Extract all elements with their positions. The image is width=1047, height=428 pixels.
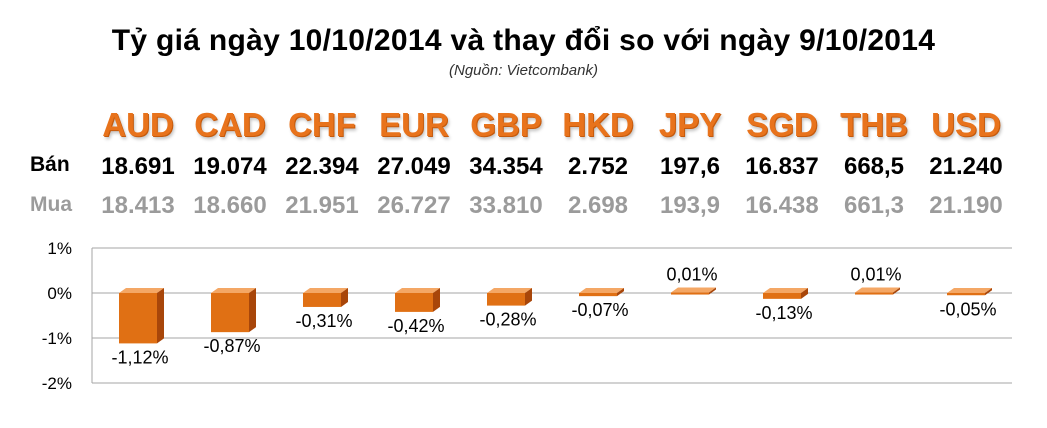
buy-rate-gbp: 33.810 bbox=[469, 192, 543, 219]
sell-rate-aud: 18.691 bbox=[101, 153, 175, 180]
sell-rate-hkd: 2.752 bbox=[567, 153, 629, 180]
data-label-jpy: 0,01% bbox=[666, 265, 717, 285]
data-label-chf: -0,31% bbox=[295, 311, 352, 331]
sell-row-label: Bán bbox=[30, 153, 70, 176]
sell-rate-gbp: 34.354 bbox=[469, 153, 543, 180]
bar-hkd bbox=[579, 293, 617, 297]
bar-top-chf bbox=[303, 288, 348, 293]
bar-chf bbox=[303, 293, 341, 307]
currency-code-gbp: GBP bbox=[470, 106, 542, 143]
currency-code-hkd: HKD bbox=[562, 106, 634, 143]
bar-top-aud bbox=[119, 288, 164, 293]
bar-side-eur bbox=[433, 288, 440, 312]
currency-code-cad: CAD bbox=[194, 106, 266, 143]
buy-rate-eur: 26.727 bbox=[377, 192, 451, 219]
bar-side-chf bbox=[341, 288, 348, 307]
bar-top-thb bbox=[855, 287, 900, 293]
buy-rate-chf: 21.951 bbox=[285, 192, 359, 219]
y-tick-label: -2% bbox=[42, 374, 72, 393]
bar-aud bbox=[119, 293, 157, 344]
currency-code-aud: AUD bbox=[102, 106, 174, 143]
data-label-eur: -0,42% bbox=[387, 316, 444, 336]
bar-top-hkd bbox=[579, 288, 624, 293]
bar-usd bbox=[947, 293, 985, 296]
buy-rate-thb: 661,3 bbox=[843, 192, 905, 219]
data-label-gbp: -0,28% bbox=[479, 310, 536, 330]
bar-jpy bbox=[671, 292, 709, 295]
page-title: Tỷ giá ngày 10/10/2014 và thay đổi so vớ… bbox=[111, 24, 936, 57]
buy-rate-usd: 21.190 bbox=[929, 192, 1003, 219]
sell-rate-eur: 27.049 bbox=[377, 153, 451, 180]
bar-top-eur bbox=[395, 288, 440, 293]
currency-code-sgd: SGD bbox=[746, 106, 818, 143]
bar-top-jpy bbox=[671, 287, 716, 293]
y-tick-label: 1% bbox=[47, 239, 72, 258]
y-tick-label: 0% bbox=[47, 284, 72, 303]
bar-top-gbp bbox=[487, 288, 532, 293]
data-label-thb: 0,01% bbox=[850, 265, 901, 285]
sell-rate-jpy: 197,6 bbox=[659, 153, 721, 180]
data-label-aud: -1,12% bbox=[111, 347, 168, 367]
sell-rate-chf: 22.394 bbox=[285, 153, 359, 180]
bar-sgd bbox=[763, 293, 801, 299]
bar-side-sgd bbox=[801, 288, 808, 299]
bar-top-sgd bbox=[763, 288, 808, 293]
sell-rate-sgd: 16.837 bbox=[745, 153, 819, 180]
bar-gbp bbox=[487, 293, 525, 306]
bar-cad bbox=[211, 293, 249, 333]
bar-side-jpy bbox=[709, 287, 716, 295]
bar-side-cad bbox=[249, 288, 256, 333]
data-label-sgd: -0,13% bbox=[755, 303, 812, 323]
data-label-cad: -0,87% bbox=[203, 336, 260, 356]
currency-code-eur: EUR bbox=[379, 106, 449, 143]
buy-rate-aud: 18.413 bbox=[101, 192, 175, 219]
currency-code-thb: THB bbox=[840, 106, 908, 143]
sell-rate-cad: 19.074 bbox=[193, 153, 267, 180]
buy-rate-hkd: 2.698 bbox=[567, 192, 629, 219]
bar-thb bbox=[855, 292, 893, 295]
bar-side-aud bbox=[157, 288, 164, 344]
source-note: (Nguồn: Vietcombank) bbox=[449, 62, 598, 79]
bar-side-hkd bbox=[617, 288, 624, 297]
currency-code-chf: CHF bbox=[288, 106, 356, 143]
buy-row-label: Mua bbox=[30, 193, 72, 216]
bar-side-gbp bbox=[525, 288, 532, 306]
bar-eur bbox=[395, 293, 433, 312]
currency-code-jpy: JPY bbox=[658, 106, 722, 143]
buy-rate-jpy: 193,9 bbox=[659, 192, 721, 219]
buy-rate-sgd: 16.438 bbox=[745, 192, 819, 219]
data-label-hkd: -0,07% bbox=[571, 300, 628, 320]
bar-top-usd bbox=[947, 288, 992, 293]
bar-top-cad bbox=[211, 288, 256, 293]
buy-rate-cad: 18.660 bbox=[193, 192, 267, 219]
sell-rate-usd: 21.240 bbox=[929, 153, 1003, 180]
bar-side-thb bbox=[893, 287, 900, 295]
currency-code-usd: USD bbox=[931, 106, 1001, 143]
sell-rate-thb: 668,5 bbox=[843, 153, 905, 180]
data-label-usd: -0,05% bbox=[939, 299, 996, 319]
y-tick-label: -1% bbox=[42, 329, 72, 348]
bar-side-usd bbox=[985, 288, 992, 296]
